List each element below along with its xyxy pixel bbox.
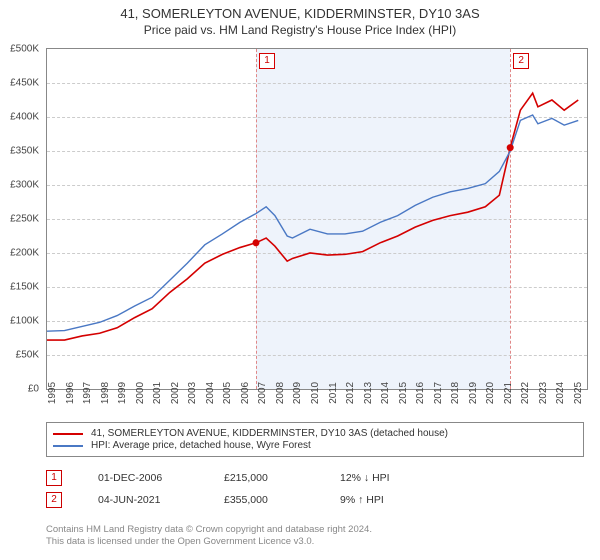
- sale-marker: [507, 144, 514, 151]
- series-line: [47, 93, 578, 340]
- event-delta: 12% ↓ HPI: [340, 472, 390, 484]
- sale-marker: [252, 239, 259, 246]
- y-axis-label: £150K: [0, 282, 39, 293]
- event-price: £215,000: [224, 472, 304, 484]
- y-axis-label: £50K: [0, 350, 39, 361]
- chart-lines: [47, 49, 587, 389]
- footer-line-1: Contains HM Land Registry data © Crown c…: [46, 524, 584, 536]
- event-number-box: 2: [46, 492, 62, 508]
- series-line: [47, 115, 578, 331]
- price-chart: £0£50K£100K£150K£200K£250K£300K£350K£400…: [46, 48, 586, 388]
- y-axis-label: £450K: [0, 78, 39, 89]
- legend-swatch: [53, 445, 83, 447]
- footer-attribution: Contains HM Land Registry data © Crown c…: [46, 524, 584, 549]
- y-axis-label: £300K: [0, 180, 39, 191]
- y-axis-label: £100K: [0, 316, 39, 327]
- title-main: 41, SOMERLEYTON AVENUE, KIDDERMINSTER, D…: [0, 6, 600, 21]
- y-axis-label: £0: [0, 384, 39, 395]
- y-axis-label: £400K: [0, 112, 39, 123]
- y-axis-label: £200K: [0, 248, 39, 259]
- y-axis-label: £500K: [0, 44, 39, 55]
- legend: 41, SOMERLEYTON AVENUE, KIDDERMINSTER, D…: [46, 422, 584, 457]
- legend-swatch: [53, 433, 83, 435]
- legend-item: 41, SOMERLEYTON AVENUE, KIDDERMINSTER, D…: [53, 428, 577, 439]
- title-sub: Price paid vs. HM Land Registry's House …: [0, 23, 600, 37]
- event-price: £355,000: [224, 494, 304, 506]
- event-row: 1 01-DEC-2006 £215,000 12% ↓ HPI: [46, 470, 584, 486]
- event-table: 1 01-DEC-2006 £215,000 12% ↓ HPI 2 04-JUN-202…: [46, 464, 584, 514]
- event-date: 04-JUN-2021: [98, 494, 188, 506]
- legend-label: HPI: Average price, detached house, Wyre…: [91, 440, 311, 451]
- event-number-box: 1: [46, 470, 62, 486]
- legend-label: 41, SOMERLEYTON AVENUE, KIDDERMINSTER, D…: [91, 428, 448, 439]
- y-axis-label: £350K: [0, 146, 39, 157]
- event-delta: 9% ↑ HPI: [340, 494, 384, 506]
- footer-line-2: This data is licensed under the Open Gov…: [46, 536, 584, 548]
- event-date: 01-DEC-2006: [98, 472, 188, 484]
- y-axis-label: £250K: [0, 214, 39, 225]
- legend-item: HPI: Average price, detached house, Wyre…: [53, 440, 577, 451]
- event-row: 2 04-JUN-2021 £355,000 9% ↑ HPI: [46, 492, 584, 508]
